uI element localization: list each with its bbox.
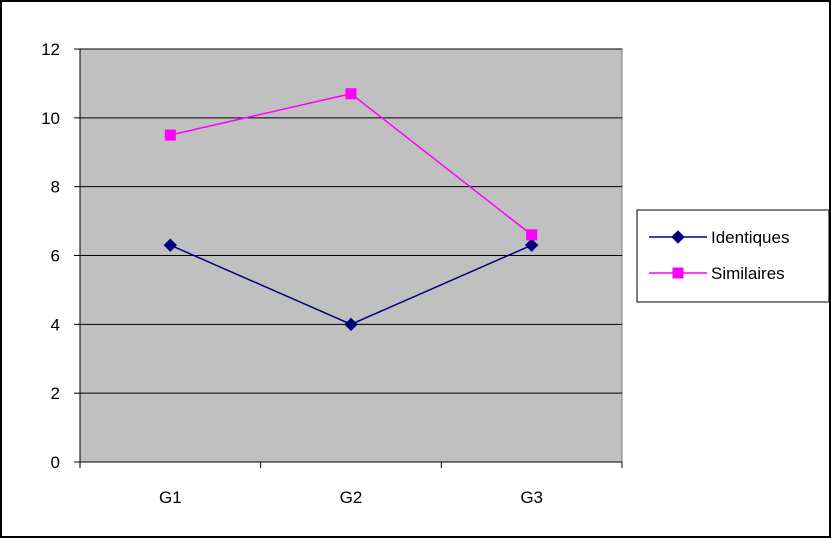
y-tick-label: 10	[41, 109, 60, 128]
data-point-identiques	[344, 317, 358, 332]
legend-label-similaires: Similaires	[711, 264, 785, 283]
x-tick-label: G2	[340, 488, 363, 507]
legend-box	[636, 209, 830, 303]
data-point-identiques	[163, 238, 178, 252]
data-point-identiques	[524, 238, 539, 252]
plot-area: 0 2 4 6 8 10 12 G1 G2 G3	[41, 40, 623, 507]
data-point-similaires	[345, 88, 357, 100]
data-point-similaires	[164, 129, 176, 141]
y-tick-label: 6	[51, 247, 60, 266]
x-tick-label: G1	[159, 488, 182, 507]
legend-marker-identiques	[671, 230, 685, 244]
data-point-similaires	[526, 229, 538, 241]
y-tick-label: 0	[51, 453, 60, 472]
y-tick-label: 4	[51, 315, 60, 334]
x-tick-label: G3	[520, 488, 543, 507]
y-tick-label: 8	[51, 178, 60, 197]
y-tick-label: 2	[51, 384, 60, 403]
legend-label-identiques: Identiques	[711, 228, 789, 247]
legend-marker-similaires	[672, 267, 684, 279]
y-tick-label: 12	[41, 40, 60, 59]
legend: Identiques Similaires	[636, 209, 830, 303]
